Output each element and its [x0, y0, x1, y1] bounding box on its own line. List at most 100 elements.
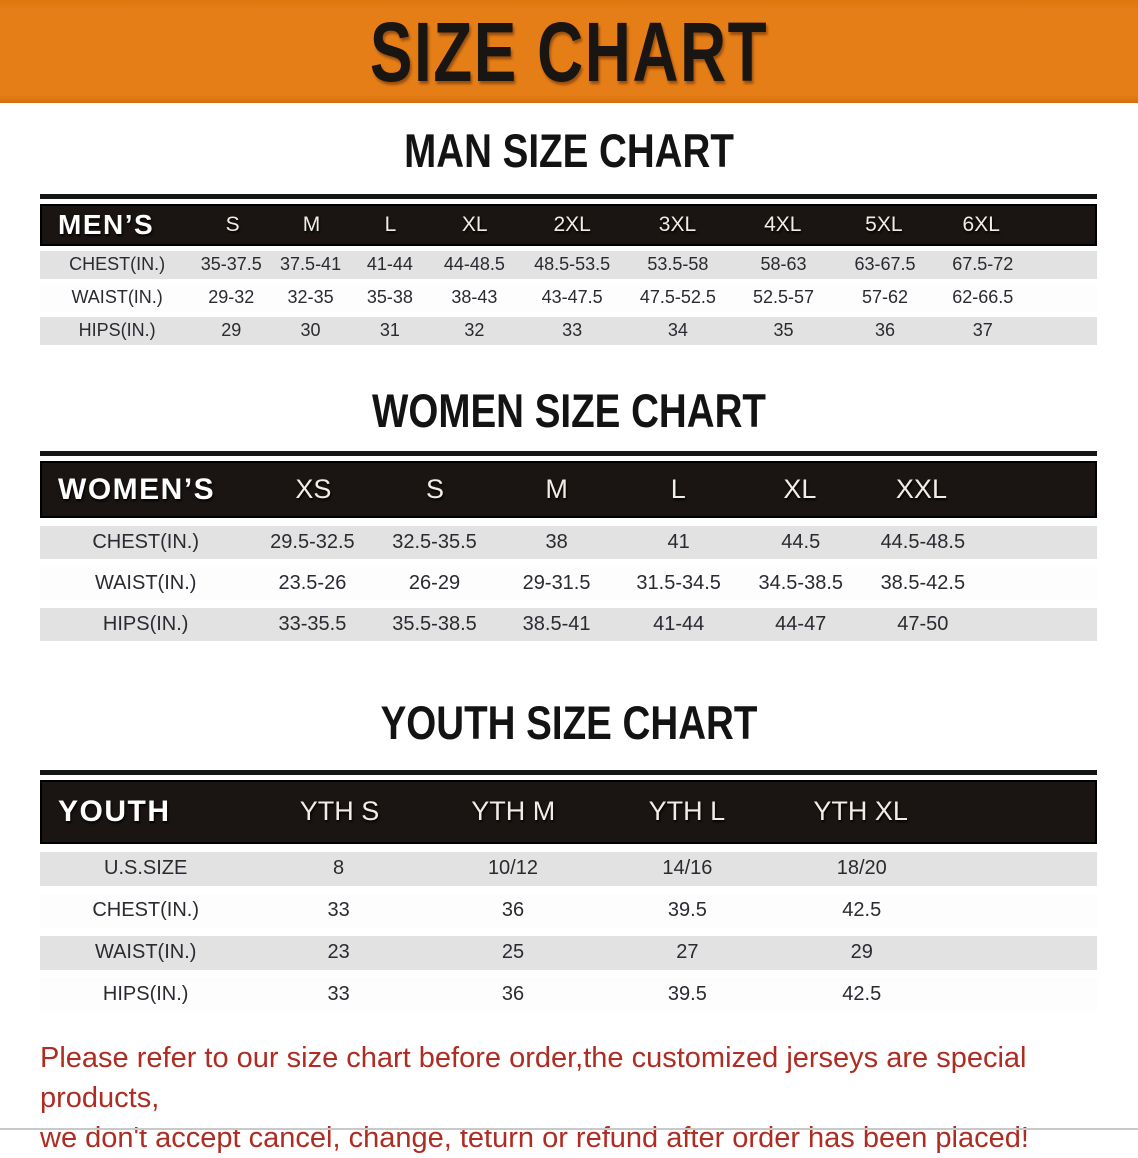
- value-cell: 41-44: [366, 254, 413, 275]
- youth-size-section: YOUTH SIZE CHART YOUTH YTH S YTH M YTH L YTH…: [0, 697, 1138, 1012]
- size-column-header: S: [426, 474, 445, 505]
- table-row: WAIST(IN.) 23.5-26 26-29 29-31.5 31.5-34.5 34…: [40, 567, 1097, 601]
- table-title-cell: YOUTH: [58, 794, 171, 828]
- value-cell: 39.5: [667, 983, 707, 1006]
- table-body: CHEST(IN.) 35-37.5 37.5-41 41-44 44-48.5 48.5…: [40, 250, 1097, 345]
- value-cell: 29: [221, 320, 242, 341]
- table-row: HIPS(IN.) 29 30 31 32 33 34 35 36 37: [40, 316, 1097, 345]
- table-row: HIPS(IN.) 33 36 39.5 42.5: [40, 977, 1097, 1012]
- value-cell: 33: [562, 320, 583, 341]
- size-column-header: 4XL: [764, 212, 802, 236]
- value-cell: 29: [850, 941, 873, 964]
- value-cell: 58-63: [760, 254, 807, 275]
- value-cell: 32.5-35.5: [392, 531, 477, 554]
- row-label: U.S.SIZE: [104, 857, 188, 880]
- table-header-row: MEN’S S M L XL 2XL 3XL 4XL 5XL 6XL: [40, 203, 1097, 246]
- value-cell: 33-35.5: [278, 613, 347, 636]
- size-column-header: 5XL: [865, 212, 903, 236]
- size-column-header: YTH L: [648, 796, 726, 827]
- value-cell: 29-32: [208, 287, 255, 308]
- value-cell: 47.5-52.5: [639, 287, 716, 308]
- value-cell: 38: [545, 531, 568, 554]
- youth-size-table: YOUTH YTH S YTH M YTH L YTH XL U.S.SIZE 8 10/12…: [40, 769, 1097, 1012]
- value-cell: 35: [773, 320, 794, 341]
- table-body: CHEST(IN.) 29.5-32.5 32.5-35.5 38 41 44.5 44.5…: [40, 526, 1097, 642]
- value-cell: 42.5: [842, 899, 882, 922]
- row-label: HIPS(IN.): [102, 983, 189, 1006]
- value-cell: 32-35: [287, 287, 334, 308]
- table-row: WAIST(IN.) 23 25 27 29: [40, 935, 1097, 970]
- value-cell: 29.5-32.5: [270, 531, 355, 554]
- table-header-row: WOMEN’S XS S M L XL XXL: [40, 461, 1097, 519]
- men-size-section: MAN SIZE CHART MEN’S S M L XL 2XL 3XL 4XL 5XL 6XL…: [0, 124, 1138, 345]
- row-label: CHEST(IN.): [69, 254, 166, 275]
- size-column-header: S: [225, 212, 240, 236]
- table-row: CHEST(IN.) 29.5-32.5 32.5-35.5 38 41 44.5 44.5…: [40, 526, 1097, 560]
- size-column-header: M: [302, 212, 321, 236]
- value-cell: 38.5-42.5: [880, 572, 966, 595]
- value-cell: 35-37.5: [200, 254, 262, 275]
- table-row: WAIST(IN.) 29-32 32-35 35-38 38-43 43-47.5 47.…: [40, 283, 1097, 312]
- value-cell: 32: [464, 320, 485, 341]
- table-title-cell: MEN’S: [58, 208, 155, 240]
- size-column-header: XL: [461, 212, 488, 236]
- size-column-header: YTH M: [471, 796, 556, 827]
- value-cell: 27: [676, 941, 699, 964]
- row-label: HIPS(IN.): [102, 613, 189, 636]
- value-cell: 43-47.5: [541, 287, 603, 308]
- value-cell: 8: [333, 857, 345, 880]
- value-cell: 23.5-26: [278, 572, 347, 595]
- women-size-section: WOMEN SIZE CHART WOMEN’S XS S M L XL XXL CHEST(…: [0, 383, 1138, 642]
- value-cell: 31.5-34.5: [636, 572, 721, 595]
- row-label: WAIST(IN.): [94, 941, 197, 964]
- size-column-header: XXL: [895, 474, 947, 505]
- table-row: U.S.SIZE 8 10/12 14/16 18/20: [40, 851, 1097, 886]
- banner-title: SIZE CHART: [369, 4, 769, 99]
- disclaimer-line-1: Please refer to our size chart before or…: [40, 1041, 1027, 1114]
- table-row: HIPS(IN.) 33-35.5 35.5-38.5 38.5-41 41-44 44-…: [40, 608, 1097, 642]
- row-label: CHEST(IN.): [92, 899, 200, 922]
- value-cell: 35-38: [366, 287, 413, 308]
- bottom-edge-line: [0, 1128, 1138, 1130]
- value-cell: 39.5: [667, 899, 707, 922]
- women-size-table: WOMEN’S XS S M L XL XXL CHEST(IN.) 29.5-32.5 32.5…: [40, 451, 1097, 642]
- size-column-header: 3XL: [658, 212, 697, 236]
- size-column-header: M: [545, 474, 568, 505]
- value-cell: 36: [501, 899, 525, 922]
- men-section-heading: MAN SIZE CHART: [404, 124, 734, 177]
- value-cell: 53.5-58: [647, 254, 709, 275]
- value-cell: 47-50: [897, 613, 949, 636]
- value-cell: 14/16: [662, 857, 713, 880]
- value-cell: 57-62: [861, 287, 909, 308]
- table-body: U.S.SIZE 8 10/12 14/16 18/20 CHEST(IN.) 33 36 39…: [40, 851, 1097, 1012]
- men-size-table: MEN’S S M L XL 2XL 3XL 4XL 5XL 6XL CHEST(IN.) 35-37…: [40, 193, 1097, 345]
- value-cell: 26-29: [408, 572, 461, 595]
- value-cell: 34.5-38.5: [758, 572, 843, 595]
- women-section-heading: WOMEN SIZE CHART: [372, 383, 766, 437]
- row-label: WAIST(IN.): [94, 572, 197, 595]
- value-cell: 62-66.5: [952, 287, 1014, 308]
- value-cell: 44-47: [775, 613, 827, 636]
- value-cell: 35.5-38.5: [392, 613, 477, 636]
- value-cell: 44-48.5: [443, 254, 505, 275]
- size-column-header: YTH S: [299, 796, 380, 827]
- value-cell: 10/12: [487, 857, 538, 880]
- value-cell: 33: [327, 983, 350, 1006]
- size-column-header: 6XL: [962, 212, 1000, 236]
- value-cell: 34: [667, 320, 688, 341]
- value-cell: 36: [501, 983, 525, 1006]
- table-row: CHEST(IN.) 35-37.5 37.5-41 41-44 44-48.5 48.5…: [40, 250, 1097, 279]
- value-cell: 29-31.5: [522, 572, 591, 595]
- value-cell: 67.5-72: [952, 254, 1014, 275]
- value-cell: 44.5-48.5: [880, 531, 966, 554]
- value-cell: 44.5: [781, 531, 821, 554]
- value-cell: 23: [327, 941, 350, 964]
- value-cell: 33: [327, 899, 350, 922]
- row-label: WAIST(IN.): [71, 287, 163, 308]
- value-cell: 42.5: [842, 983, 882, 1006]
- row-label: HIPS(IN.): [78, 320, 156, 341]
- size-column-header: XL: [783, 474, 817, 505]
- value-cell: 41: [667, 531, 690, 554]
- value-cell: 18/20: [836, 857, 887, 880]
- table-header-row: YOUTH YTH S YTH M YTH L YTH XL: [40, 779, 1097, 844]
